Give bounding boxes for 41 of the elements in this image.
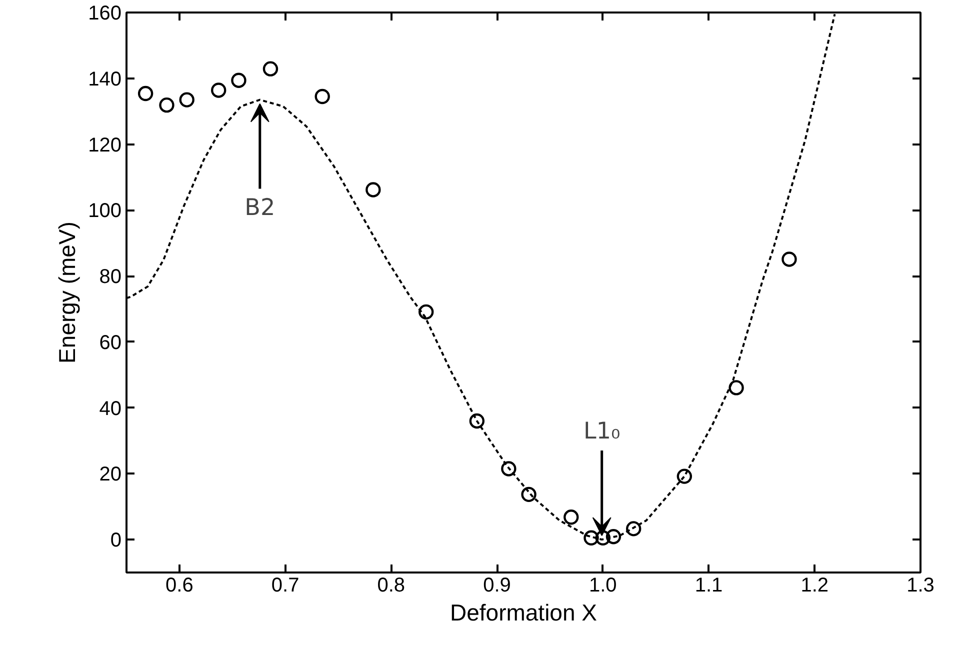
point [418,304,434,320]
y-tick-label: 20 [99,464,122,486]
point [564,510,579,525]
x-tick-label: 0.7 [271,574,300,596]
point [584,530,599,546]
point [676,468,692,484]
point [262,61,278,76]
y-axis-title: Energy (meV) [54,222,80,364]
point [179,92,194,108]
point [626,521,642,536]
y-tick-label: 100 [88,200,122,222]
point [595,530,610,546]
point [159,97,174,113]
y-tick-label: 120 [88,134,122,156]
annotation: L1₀ [584,418,620,445]
point [501,461,516,476]
point [231,72,246,88]
y-tick-label: 60 [99,332,122,354]
point [211,82,226,98]
point [521,486,536,502]
x-tick-label: 1.2 [800,574,829,596]
point [138,86,154,102]
annotation: B2 [244,194,276,221]
x-tick-label: 1.0 [589,574,617,596]
x-axis-title: Deformation X [450,600,598,626]
x-tick-label: 0.8 [377,574,406,596]
point [314,88,330,104]
point [728,380,744,396]
x-tick-label: 1.1 [694,574,723,596]
x-tick-label: 0.9 [483,574,511,596]
point [782,252,797,267]
y-tick-label: 80 [99,266,122,288]
y-tick-label: 40 [99,398,122,420]
y-tick-label: 140 [88,68,122,90]
y-tick-label: 160 [88,2,122,24]
x-tick-label: 1.3 [906,574,934,596]
point [469,413,485,429]
point [606,529,622,544]
x-tick-label: 0.6 [166,574,194,596]
point [366,182,381,198]
y-tick-label: 0 [110,530,122,552]
